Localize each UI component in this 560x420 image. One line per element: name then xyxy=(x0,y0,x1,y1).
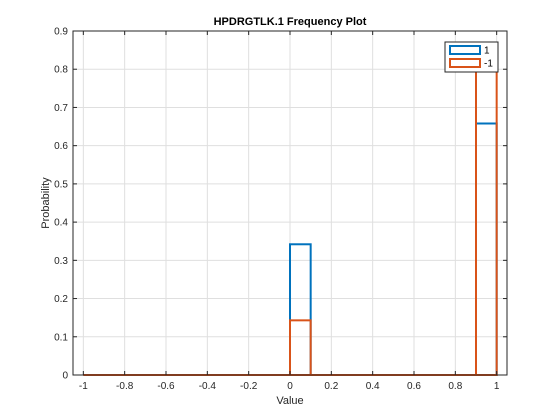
tick-labels: -1 -0.8 -0.6 -0.4 -0.2 0 0.2 0.4 0.6 0.8 1 0 0.1 0.2 0… xyxy=(54,27,500,393)
y-tick-label: 0.7 xyxy=(54,103,68,114)
legend: 1-1 xyxy=(444,41,499,73)
y-axis-label: Probability xyxy=(40,177,52,229)
y-tick-label: 0.1 xyxy=(54,332,68,343)
x-tick-label: -0.6 xyxy=(157,381,175,392)
x-axis-label: Value xyxy=(276,395,303,407)
x-tick-label: 1 xyxy=(494,381,500,392)
chart-title: HPDRGTLK.1 Frequency Plot xyxy=(214,16,367,28)
x-tick-label: 0.4 xyxy=(366,381,380,392)
y-tick-label: 0.2 xyxy=(54,294,68,305)
x-tick-label: -0.8 xyxy=(116,381,134,392)
y-tick-label: 0.6 xyxy=(54,141,68,152)
x-tick-label: 0.8 xyxy=(448,381,462,392)
x-tick-label: -0.2 xyxy=(240,381,258,392)
legend-label: 1 xyxy=(484,46,490,57)
y-tick-label: 0.4 xyxy=(54,218,68,229)
legend-swatch xyxy=(449,45,481,55)
y-tick-label: 0 xyxy=(62,371,68,382)
y-tick-label: 0.8 xyxy=(54,65,68,76)
y-tick-label: 0.9 xyxy=(54,27,68,38)
axes xyxy=(72,30,508,376)
x-tick-label: 0 xyxy=(287,381,293,392)
x-tick-label: -0.4 xyxy=(199,381,217,392)
x-tick-label: 0.2 xyxy=(324,381,338,392)
x-tick-label: 0.6 xyxy=(407,381,421,392)
y-tick-label: 0.3 xyxy=(54,256,68,267)
legend-swatch xyxy=(449,58,481,68)
y-tick-label: 0.5 xyxy=(54,179,68,190)
x-tick-label: -1 xyxy=(79,381,88,392)
legend-label: -1 xyxy=(484,59,493,70)
